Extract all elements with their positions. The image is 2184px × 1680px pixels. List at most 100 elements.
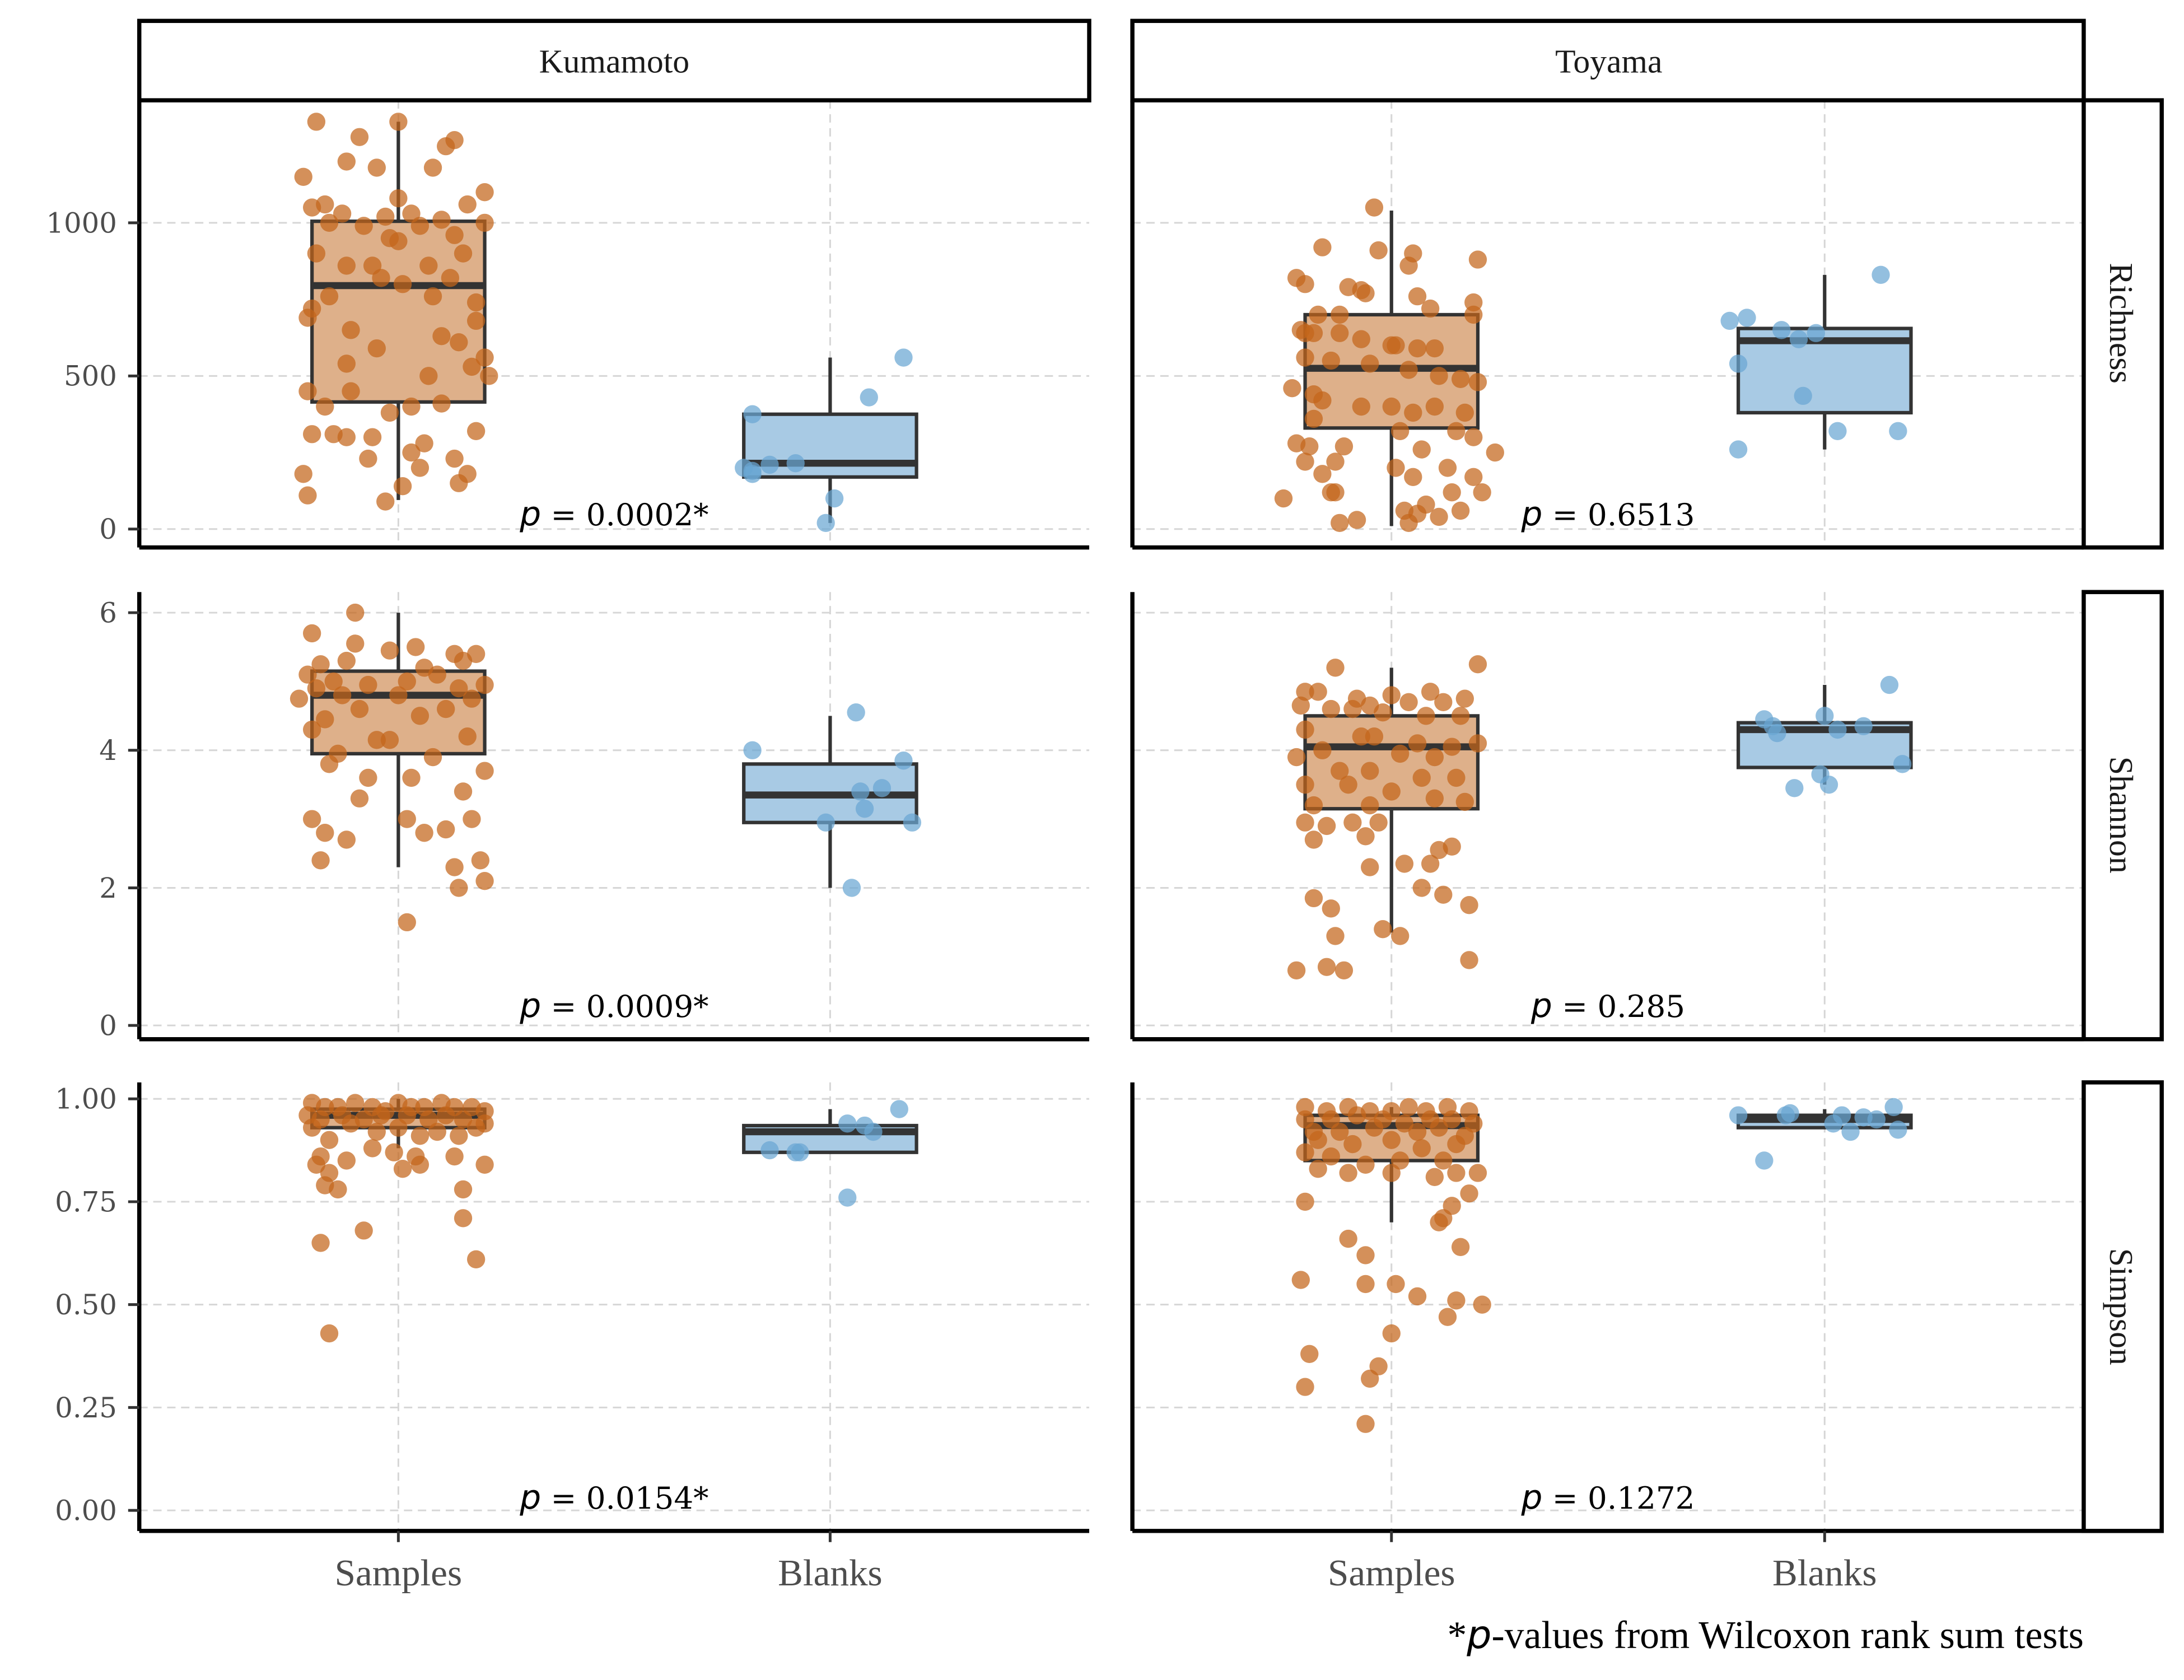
data-point-samples xyxy=(1395,1114,1414,1133)
data-point-blanks xyxy=(1816,707,1834,725)
data-point-samples xyxy=(346,634,365,653)
data-point-samples xyxy=(294,167,312,186)
data-point-blanks xyxy=(838,1114,857,1133)
data-point-samples xyxy=(1421,683,1440,701)
y-tick-label-shannon: 4 xyxy=(99,734,117,767)
y-tick-label-simpson: 0.25 xyxy=(55,1392,117,1424)
data-point-samples xyxy=(1274,489,1293,508)
data-point-blanks xyxy=(903,813,922,832)
y-tick-label-simpson: 0.50 xyxy=(55,1289,117,1321)
marks-layer xyxy=(290,113,1913,1433)
data-point-samples xyxy=(1356,1275,1375,1294)
data-point-samples xyxy=(445,449,464,468)
caption-star: * xyxy=(1447,1614,1467,1657)
data-point-samples xyxy=(1425,339,1444,358)
data-point-blanks xyxy=(735,459,753,477)
data-point-blanks xyxy=(842,879,861,897)
data-point-samples xyxy=(1455,792,1474,811)
data-point-samples xyxy=(1443,483,1461,502)
p-value-number: = 0.0154* xyxy=(541,1480,708,1516)
data-point-samples xyxy=(1382,397,1401,416)
data-point-samples xyxy=(1352,727,1370,746)
data-point-blanks xyxy=(855,800,874,818)
data-point-samples xyxy=(1369,241,1388,260)
data-point-samples xyxy=(1408,339,1427,358)
data-point-samples xyxy=(1347,511,1366,529)
data-point-samples xyxy=(1447,1135,1466,1154)
data-point-samples xyxy=(1374,703,1392,722)
data-point-samples xyxy=(437,1106,455,1124)
data-point-samples xyxy=(376,207,395,226)
data-point-samples xyxy=(1326,927,1345,945)
data-point-samples xyxy=(475,213,494,232)
data-point-samples xyxy=(1296,452,1314,471)
x-tick-label-samples-kumamoto: Samples xyxy=(335,1552,463,1594)
data-point-blanks xyxy=(1867,1110,1886,1129)
data-point-blanks xyxy=(1819,776,1838,794)
data-point-samples xyxy=(320,213,339,232)
data-point-blanks xyxy=(816,514,835,533)
data-point-samples xyxy=(398,913,416,932)
data-point-samples xyxy=(398,810,416,828)
data-point-samples xyxy=(298,665,317,684)
data-point-samples xyxy=(1317,958,1336,976)
data-point-samples xyxy=(311,851,330,870)
data-point-samples xyxy=(419,256,438,275)
data-point-samples xyxy=(1468,1164,1487,1182)
data-point-samples xyxy=(445,858,464,876)
y-tick-label-shannon: 0 xyxy=(99,1010,117,1042)
data-point-samples xyxy=(367,339,386,358)
data-point-samples xyxy=(407,638,425,656)
data-point-samples xyxy=(1447,768,1466,787)
data-point-samples xyxy=(1425,748,1444,767)
p-value-label: p = 0.0002* xyxy=(519,495,708,534)
strip-label-richness: Richness xyxy=(2103,263,2140,384)
data-point-samples xyxy=(415,434,433,452)
data-point-samples xyxy=(1365,1118,1384,1137)
data-point-samples xyxy=(432,211,451,229)
data-point-samples xyxy=(290,689,309,708)
data-point-samples xyxy=(1369,813,1388,832)
data-point-samples xyxy=(1291,1271,1310,1289)
data-point-samples xyxy=(1421,299,1440,318)
data-point-samples xyxy=(463,810,481,828)
data-point-samples xyxy=(1296,275,1314,293)
data-point-samples xyxy=(410,707,430,725)
data-point-samples xyxy=(298,309,317,327)
data-point-samples xyxy=(466,293,486,312)
data-point-blanks xyxy=(743,405,762,423)
data-point-samples xyxy=(1438,1308,1457,1326)
data-point-blanks xyxy=(1755,1151,1774,1170)
data-point-samples xyxy=(410,217,430,235)
data-point-samples xyxy=(337,152,356,171)
strip-label-simpson: Simpson xyxy=(2103,1248,2140,1365)
data-point-samples xyxy=(1331,305,1349,324)
x-tick-label-samples-toyama: Samples xyxy=(1328,1552,1455,1594)
data-point-samples xyxy=(1313,238,1332,256)
y-tick-label-shannon: 6 xyxy=(99,596,117,629)
data-point-samples xyxy=(1331,762,1349,780)
data-point-samples xyxy=(320,1324,339,1343)
data-point-blanks xyxy=(1729,1106,1748,1124)
data-point-samples xyxy=(393,1159,412,1178)
data-point-samples xyxy=(1352,397,1370,416)
data-point-samples xyxy=(475,872,494,890)
data-point-samples xyxy=(380,403,399,422)
data-point-samples xyxy=(342,321,360,339)
data-point-samples xyxy=(466,422,486,440)
data-point-samples xyxy=(1404,403,1422,422)
data-point-samples xyxy=(1473,483,1491,502)
data-point-samples xyxy=(1412,440,1431,459)
x-tick-label-blanks-toyama: Blanks xyxy=(1772,1552,1877,1594)
data-point-samples xyxy=(1412,879,1431,897)
data-point-samples xyxy=(454,1110,473,1129)
data-point-samples xyxy=(342,382,360,400)
p-value-number: = 0.1272 xyxy=(1542,1480,1695,1516)
data-point-samples xyxy=(1361,858,1379,876)
data-point-samples xyxy=(320,755,339,773)
data-point-blanks xyxy=(1772,321,1791,339)
data-point-samples xyxy=(1399,361,1418,379)
data-point-blanks xyxy=(1889,422,1907,440)
data-point-samples xyxy=(302,810,321,828)
data-point-samples xyxy=(450,333,468,352)
